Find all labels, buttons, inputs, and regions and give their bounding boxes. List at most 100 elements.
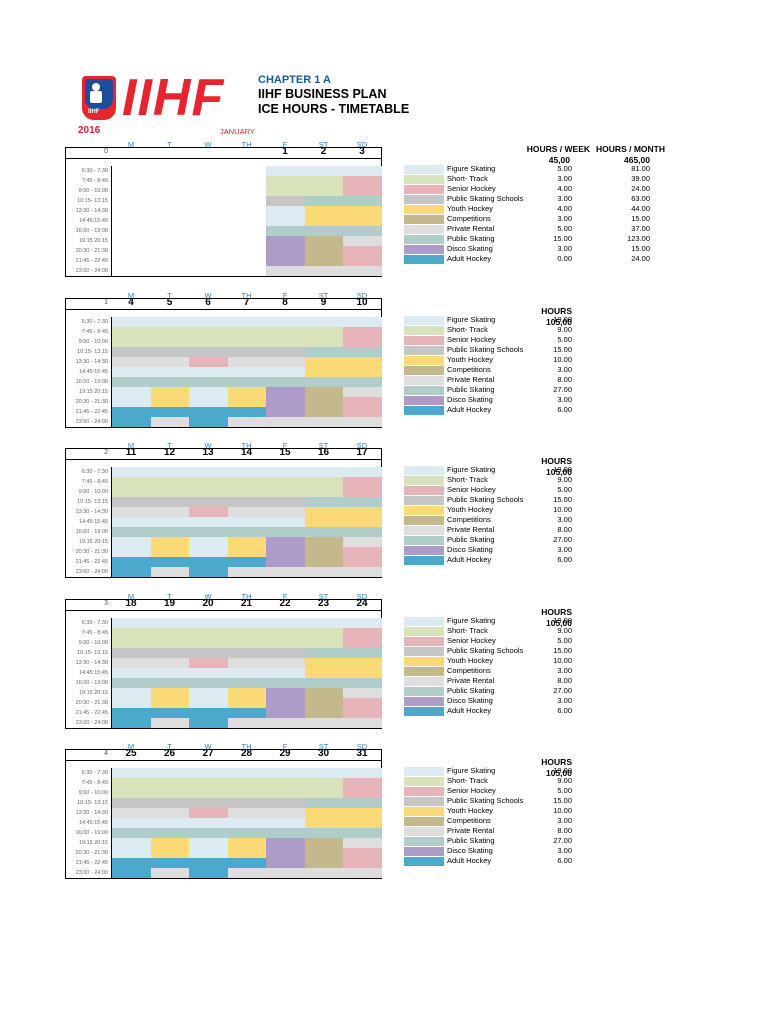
schedule-cell[interactable]: [266, 176, 305, 186]
schedule-cell[interactable]: [227, 778, 267, 788]
schedule-cell[interactable]: [227, 387, 267, 397]
schedule-cell[interactable]: [304, 256, 344, 266]
schedule-cell[interactable]: [343, 266, 382, 276]
schedule-cell[interactable]: [304, 487, 344, 497]
schedule-cell[interactable]: [304, 377, 344, 387]
schedule-cell[interactable]: [343, 668, 382, 678]
schedule-cell[interactable]: [227, 828, 267, 838]
schedule-cell[interactable]: [189, 527, 228, 537]
schedule-cell[interactable]: [150, 698, 190, 708]
schedule-cell[interactable]: [304, 567, 344, 577]
schedule-cell[interactable]: [266, 628, 305, 638]
schedule-cell[interactable]: [343, 838, 382, 848]
schedule-cell[interactable]: [343, 567, 382, 577]
schedule-cell[interactable]: [112, 628, 151, 638]
schedule-cell[interactable]: [189, 858, 228, 868]
schedule-cell[interactable]: [266, 256, 305, 266]
schedule-cell[interactable]: [150, 618, 190, 628]
schedule-cell[interactable]: [227, 788, 267, 798]
schedule-cell[interactable]: [304, 858, 344, 868]
schedule-cell[interactable]: [304, 698, 344, 708]
schedule-cell[interactable]: [227, 497, 267, 507]
schedule-cell[interactable]: [150, 808, 190, 818]
schedule-cell[interactable]: [227, 377, 267, 387]
schedule-cell[interactable]: [189, 798, 228, 808]
schedule-cell[interactable]: [227, 658, 267, 668]
schedule-cell[interactable]: [266, 226, 305, 236]
schedule-cell[interactable]: [150, 798, 190, 808]
schedule-cell[interactable]: [150, 507, 190, 517]
schedule-cell[interactable]: [343, 517, 382, 527]
schedule-cell[interactable]: [227, 838, 267, 848]
schedule-cell[interactable]: [150, 828, 190, 838]
schedule-cell[interactable]: [189, 547, 228, 557]
schedule-cell[interactable]: [150, 417, 190, 427]
schedule-cell[interactable]: [266, 377, 305, 387]
schedule-cell[interactable]: [227, 698, 267, 708]
schedule-cell[interactable]: [189, 567, 228, 577]
schedule-cell[interactable]: [227, 357, 267, 367]
schedule-cell[interactable]: [112, 407, 151, 417]
schedule-cell[interactable]: [112, 678, 151, 688]
schedule-cell[interactable]: [150, 317, 190, 327]
schedule-cell[interactable]: [304, 226, 344, 236]
schedule-cell[interactable]: [266, 688, 305, 698]
schedule-cell[interactable]: [227, 397, 267, 407]
schedule-cell[interactable]: [266, 547, 305, 557]
schedule-cell[interactable]: [304, 638, 344, 648]
schedule-cell[interactable]: [266, 417, 305, 427]
schedule-cell[interactable]: [343, 818, 382, 828]
schedule-cell[interactable]: [266, 487, 305, 497]
schedule-cell[interactable]: [343, 778, 382, 788]
schedule-cell[interactable]: [304, 848, 344, 858]
schedule-cell[interactable]: [150, 688, 190, 698]
schedule-cell[interactable]: [304, 397, 344, 407]
schedule-cell[interactable]: [227, 638, 267, 648]
schedule-cell[interactable]: [343, 507, 382, 517]
schedule-cell[interactable]: [266, 166, 305, 176]
schedule-cell[interactable]: [112, 317, 151, 327]
schedule-cell[interactable]: [304, 166, 344, 176]
schedule-cell[interactable]: [150, 858, 190, 868]
schedule-cell[interactable]: [112, 778, 151, 788]
schedule-cell[interactable]: [343, 317, 382, 327]
schedule-cell[interactable]: [227, 337, 267, 347]
schedule-cell[interactable]: [266, 507, 305, 517]
schedule-cell[interactable]: [304, 828, 344, 838]
schedule-cell[interactable]: [266, 206, 305, 216]
schedule-cell[interactable]: [343, 848, 382, 858]
schedule-cell[interactable]: [343, 357, 382, 367]
schedule-cell[interactable]: [150, 527, 190, 537]
schedule-cell[interactable]: [343, 768, 382, 778]
schedule-cell[interactable]: [266, 768, 305, 778]
schedule-cell[interactable]: [343, 828, 382, 838]
schedule-cell[interactable]: [304, 618, 344, 628]
schedule-cell[interactable]: [189, 768, 228, 778]
schedule-cell[interactable]: [343, 236, 382, 246]
schedule-cell[interactable]: [227, 367, 267, 377]
schedule-cell[interactable]: [112, 327, 151, 337]
schedule-cell[interactable]: [304, 768, 344, 778]
schedule-cell[interactable]: [112, 858, 151, 868]
schedule-cell[interactable]: [112, 507, 151, 517]
schedule-cell[interactable]: [304, 507, 344, 517]
schedule-cell[interactable]: [189, 477, 228, 487]
schedule-cell[interactable]: [150, 387, 190, 397]
schedule-cell[interactable]: [227, 567, 267, 577]
schedule-cell[interactable]: [343, 256, 382, 266]
schedule-cell[interactable]: [150, 337, 190, 347]
schedule-cell[interactable]: [189, 497, 228, 507]
schedule-cell[interactable]: [304, 718, 344, 728]
schedule-cell[interactable]: [150, 397, 190, 407]
schedule-cell[interactable]: [304, 628, 344, 638]
schedule-cell[interactable]: [343, 547, 382, 557]
schedule-cell[interactable]: [227, 768, 267, 778]
schedule-cell[interactable]: [304, 216, 344, 226]
schedule-cell[interactable]: [112, 517, 151, 527]
schedule-cell[interactable]: [304, 387, 344, 397]
schedule-cell[interactable]: [266, 357, 305, 367]
schedule-cell[interactable]: [112, 638, 151, 648]
schedule-cell[interactable]: [266, 778, 305, 788]
schedule-cell[interactable]: [266, 718, 305, 728]
schedule-cell[interactable]: [304, 206, 344, 216]
